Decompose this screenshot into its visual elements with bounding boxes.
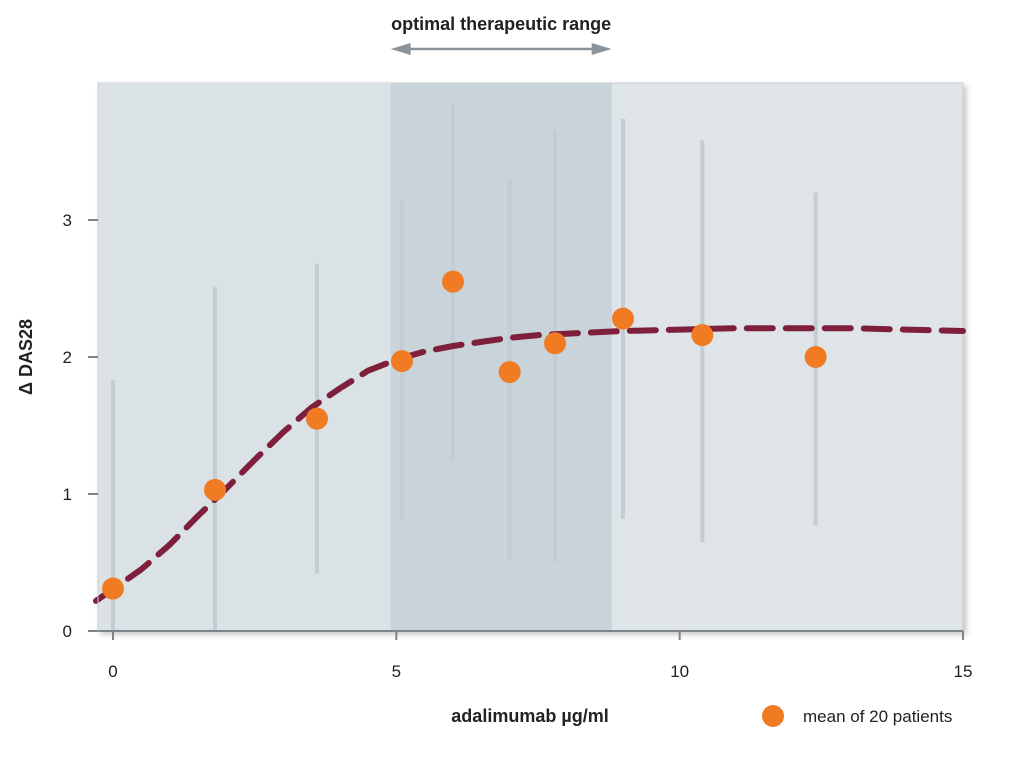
data-point-0 [102, 577, 124, 600]
data-point-3 [391, 350, 413, 373]
optimal-range-band [390, 83, 612, 631]
data-point-7 [612, 307, 634, 330]
y-tick-label-3: 3 [63, 211, 72, 230]
y-axis-ticks: 0 1 2 3 [63, 211, 98, 641]
x-axis-title: adalimumab µg/ml [451, 706, 608, 726]
x-tick-label-0: 0 [108, 662, 117, 681]
data-point-5 [498, 361, 521, 384]
legend-label: mean of 20 patients [803, 707, 952, 726]
x-tick-label-3: 15 [954, 662, 973, 681]
data-point-1 [204, 478, 226, 501]
range-arrow-icon [390, 43, 612, 55]
legend-marker-icon [762, 705, 784, 727]
data-point-6 [544, 332, 566, 355]
plot-area-left-panel [98, 83, 391, 631]
data-point-4 [442, 270, 464, 293]
x-axis-ticks: 0 5 10 15 [108, 631, 972, 681]
x-tick-label-1: 5 [392, 662, 401, 681]
y-axis-title: Δ DAS28 [16, 319, 36, 395]
y-tick-label-0: 0 [63, 622, 72, 641]
y-tick-label-1: 1 [63, 485, 72, 504]
range-arrow-right-head [591, 43, 612, 55]
data-points [102, 270, 827, 600]
range-label: optimal therapeutic range [391, 14, 611, 34]
data-point-9 [804, 346, 827, 368]
data-point-2 [306, 407, 328, 430]
range-arrow-left-head [390, 43, 411, 55]
data-point-8 [691, 324, 714, 347]
x-tick-label-2: 10 [670, 662, 689, 681]
y-tick-label-2: 2 [63, 348, 72, 367]
